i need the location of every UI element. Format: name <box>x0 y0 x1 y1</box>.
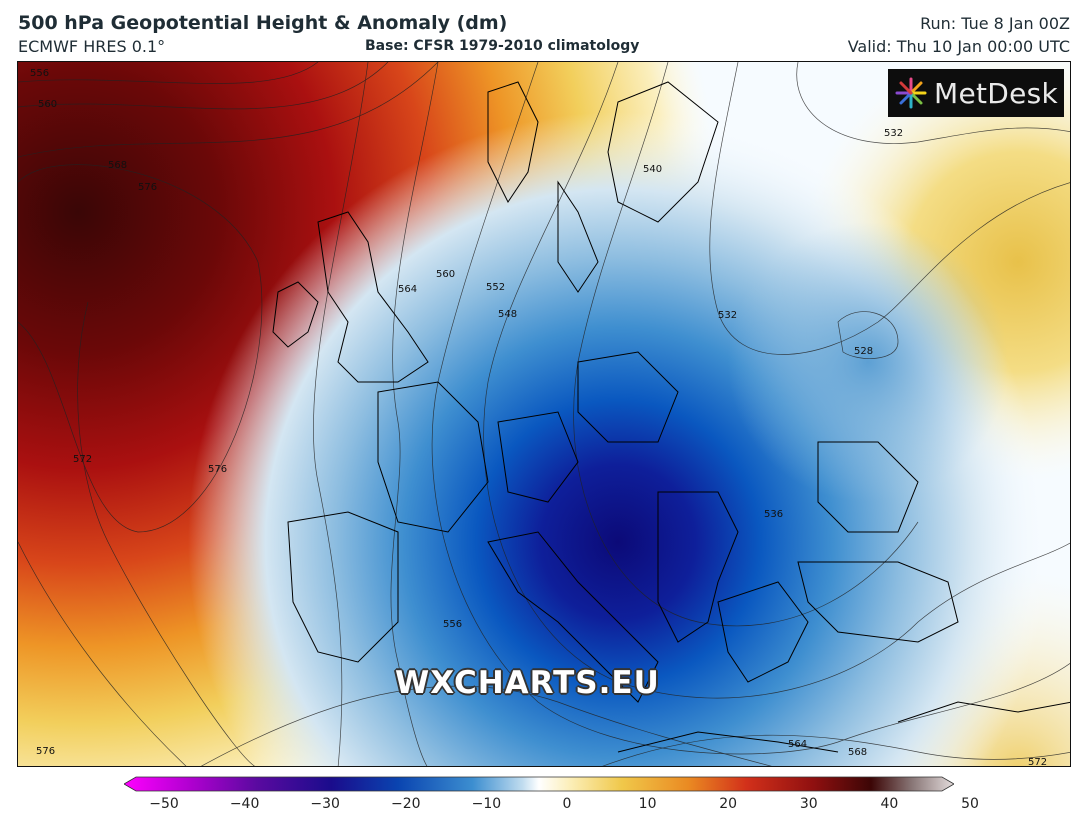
contour-label: 560 <box>38 99 57 110</box>
coastlines <box>272 81 1070 753</box>
colorbar-tick-label: 30 <box>799 796 818 812</box>
contour-label: 568 <box>848 747 867 758</box>
model-name: ECMWF HRES 0.1° <box>18 37 166 56</box>
contour-label: 568 <box>108 160 127 171</box>
run-time: Run: Tue 8 Jan 00Z <box>920 14 1070 33</box>
contour-label: 576 <box>36 746 55 757</box>
contour-label: 552 <box>486 282 505 293</box>
colorbar-tick-label: 40 <box>880 796 899 812</box>
colorbar-tick-label: 10 <box>638 796 657 812</box>
logo-text: MetDesk <box>934 76 1059 110</box>
colorbar-tick-label: 20 <box>719 796 738 812</box>
colorbar-tick-label: −30 <box>310 796 340 812</box>
contour-label-group: 556 560 568 576 572 576 564 560 552 548 … <box>30 68 1047 767</box>
contour-label: 564 <box>788 739 807 750</box>
watermark: WXCHARTS.EU <box>395 665 660 701</box>
metdesk-logo: MetDesk <box>888 69 1064 117</box>
contour-label: 564 <box>398 284 417 295</box>
anomaly-field: 556 560 568 576 572 576 564 560 552 548 … <box>18 62 1070 767</box>
contour-label: 572 <box>1028 757 1047 767</box>
colorbar-tick-label: −10 <box>471 796 502 812</box>
colorbar-tick-label: −40 <box>229 796 260 812</box>
contour-label: 536 <box>764 509 783 520</box>
contour-label: 572 <box>73 454 92 465</box>
contour-label: 532 <box>884 128 903 139</box>
contour-label: 576 <box>208 464 227 475</box>
contour-label: 556 <box>30 68 49 79</box>
contour-label: 560 <box>436 269 455 280</box>
contour-label: 532 <box>718 310 737 321</box>
colorbar-tick-label: 50 <box>961 796 979 812</box>
contour-label: 556 <box>443 619 462 630</box>
weather-map: 556 560 568 576 572 576 564 560 552 548 … <box>17 61 1071 767</box>
map-title: 500 hPa Geopotential Height & Anomaly (d… <box>18 12 508 34</box>
contour-label: 528 <box>854 346 873 357</box>
colorbar-tick-label: −20 <box>391 796 421 812</box>
climatology-base: Base: CFSR 1979-2010 climatology <box>365 38 640 54</box>
valid-time: Valid: Thu 10 Jan 00:00 UTC <box>847 37 1070 56</box>
pinwheel-icon <box>895 77 927 109</box>
contour-label: 548 <box>498 309 517 320</box>
colorbar-tick-label: 0 <box>562 796 572 812</box>
height-contours <box>18 62 1070 766</box>
colorbar <box>124 776 954 792</box>
contour-label: 540 <box>643 164 662 175</box>
contour-label: 576 <box>138 182 157 193</box>
colorbar-tick-label: −50 <box>149 796 179 812</box>
colorbar-tick-labels: −50 −40 −30 −20 −10 0 10 20 30 40 50 <box>0 796 1088 816</box>
